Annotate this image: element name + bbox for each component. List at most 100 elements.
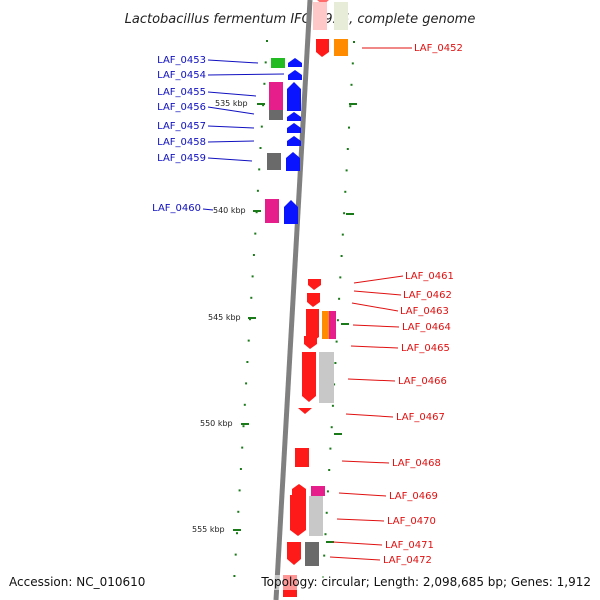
gene-laf-0465-red[interactable] [304, 336, 317, 349]
gene-feature-top-pink[interactable] [313, 2, 327, 30]
gene-laf-0470-red[interactable] [290, 495, 306, 536]
gene-label-laf-0462[interactable]: LAF_0462 [403, 290, 452, 301]
gene-laf-0456-blue[interactable] [287, 112, 301, 121]
outer-tick-mark [255, 211, 258, 214]
gene-label-laf-0460[interactable]: LAF_0460 [152, 203, 201, 214]
leader-laf-0467 [345, 413, 394, 418]
outer-tick-mark [234, 553, 237, 556]
inner-tick-mark [341, 233, 344, 236]
outer-tick-mark [259, 147, 262, 149]
gene-label-laf-0467[interactable]: LAF_0467 [396, 412, 445, 423]
leader-laf-0465 [350, 345, 399, 349]
gene-label-laf-0456[interactable]: LAF_0456 [157, 102, 206, 113]
gene-label-laf-0455[interactable]: LAF_0455 [157, 87, 206, 98]
accession-text: Accession: NC_010610 [9, 575, 145, 589]
inner-tick-mark [353, 41, 355, 43]
gene-label-laf-0453[interactable]: LAF_0453 [157, 55, 206, 66]
gene-laf-0455-magenta[interactable] [269, 82, 283, 110]
gene-laf-0455-blue[interactable] [287, 82, 301, 111]
scale-label-540: 540 kbp [213, 206, 246, 215]
outer-tick-mark [251, 275, 254, 278]
gene-label-laf-0472[interactable]: LAF_0472 [383, 555, 432, 566]
gene-laf-0456-gray[interactable] [269, 110, 283, 120]
leader-laf-0453 [207, 59, 259, 64]
gene-label-laf-0461[interactable]: LAF_0461 [405, 271, 454, 282]
gene-laf-0467-red[interactable] [298, 408, 312, 414]
outer-tick-mark [245, 382, 248, 385]
leader-laf-0455 [207, 91, 257, 97]
inner-tick-mark [333, 383, 336, 386]
outer-tick-mark [236, 532, 238, 535]
leader-laf-0458 [207, 140, 255, 143]
gene-label-laf-0454[interactable]: LAF_0454 [157, 70, 206, 81]
gene-laf-0466-light-gray[interactable] [319, 352, 334, 403]
inner-tick-mark [343, 212, 346, 215]
gene-laf-0464-magenta[interactable] [329, 311, 336, 339]
gene-label-laf-0471[interactable]: LAF_0471 [385, 540, 434, 551]
gene-label-laf-0468[interactable]: LAF_0468 [392, 458, 441, 469]
gene-laf-0466-red[interactable] [302, 352, 316, 402]
outer-tick-marks [233, 40, 268, 577]
leader-laf-0466 [347, 378, 396, 382]
gene-laf-0458-blue[interactable] [287, 136, 301, 146]
gene-laf-0472-gray[interactable] [305, 542, 319, 566]
leader-laf-0459 [207, 157, 253, 162]
inner-tick-mark [331, 404, 334, 407]
leader-laf-0468 [341, 460, 390, 464]
gene-laf-0452-orange[interactable] [334, 39, 348, 56]
gene-laf-0464-orange[interactable] [322, 311, 329, 339]
gene-label-laf-0463[interactable]: LAF_0463 [400, 306, 449, 317]
inner-tick-mark [325, 511, 328, 514]
gene-label-laf-0466[interactable]: LAF_0466 [398, 376, 447, 387]
outer-tick-mark [249, 318, 251, 321]
gene-laf-0453-blue[interactable] [288, 58, 302, 67]
outer-tick-mark [252, 254, 255, 256]
gene-laf-0462-red[interactable] [307, 293, 320, 307]
gene-label-laf-0457[interactable]: LAF_0457 [157, 121, 206, 132]
genome-summary-text: Topology: circular; Length: 2,098,685 bp… [260, 575, 591, 589]
gene-laf-0453-green[interactable] [271, 58, 285, 68]
inner-tick-mark [348, 126, 350, 129]
gene-label-laf-0458[interactable]: LAF_0458 [157, 137, 206, 148]
gene-label-laf-0469[interactable]: LAF_0469 [389, 491, 438, 502]
gene-laf-0459-gray[interactable] [267, 153, 281, 170]
gene-laf-0454-blue[interactable] [288, 70, 302, 80]
genome-backbone [273, 0, 313, 600]
outer-tick-mark [238, 489, 241, 492]
gene-label-laf-0464[interactable]: LAF_0464 [402, 322, 451, 333]
scale-ticks: 535 kbp 540 kbp 545 kbp 550 kbp 555 kbp [192, 99, 357, 543]
gene-laf-0457-blue[interactable] [287, 123, 301, 133]
outer-tick-mark [254, 232, 257, 235]
leader-laf-0463 [351, 302, 399, 312]
footer-summary-backdrop [259, 575, 597, 590]
inner-tick-mark [344, 190, 347, 193]
leader-laf-0469 [338, 492, 387, 497]
gene-laf-0460-blue[interactable] [284, 200, 298, 224]
leader-laf-0464 [352, 324, 400, 328]
gene-laf-0469-magenta[interactable] [311, 486, 325, 496]
gene-feature-top-beige[interactable] [334, 2, 348, 30]
gene-laf-0459-blue[interactable] [286, 152, 300, 171]
outer-tick-mark [260, 125, 263, 128]
gene-laf-0469-red[interactable] [292, 484, 306, 495]
gene-label-laf-0470[interactable]: LAF_0470 [387, 516, 436, 527]
map-title: Lactobacillus fermentum IFO 3956, comple… [125, 12, 476, 27]
gene-label-laf-0465[interactable]: LAF_0465 [401, 343, 450, 354]
gene-laf-0452-red[interactable] [316, 39, 329, 57]
gene-laf-0471-red[interactable] [287, 542, 301, 565]
right-gene-labels: LAF_0452 LAF_0461 LAF_0462 LAF_0463 LAF_… [329, 43, 463, 566]
scale-label-545: 545 kbp [208, 313, 241, 322]
inner-tick-mark [350, 83, 353, 86]
gene-laf-0461-red[interactable] [308, 279, 321, 290]
gene-label-laf-0452[interactable]: LAF_0452 [414, 43, 463, 54]
outer-tick-mark [242, 425, 245, 428]
gene-laf-0470-light-gray[interactable] [309, 496, 323, 536]
gene-laf-0468-red[interactable] [295, 448, 309, 467]
gene-laf-0463-red[interactable] [306, 309, 319, 342]
outer-tick-mark [256, 189, 259, 192]
inner-tick-mark [340, 255, 343, 257]
leader-laf-0456 [207, 106, 255, 115]
gene-label-laf-0459[interactable]: LAF_0459 [157, 153, 206, 164]
gene-laf-0460-magenta[interactable] [265, 199, 279, 223]
inner-tick-mark [323, 554, 326, 557]
